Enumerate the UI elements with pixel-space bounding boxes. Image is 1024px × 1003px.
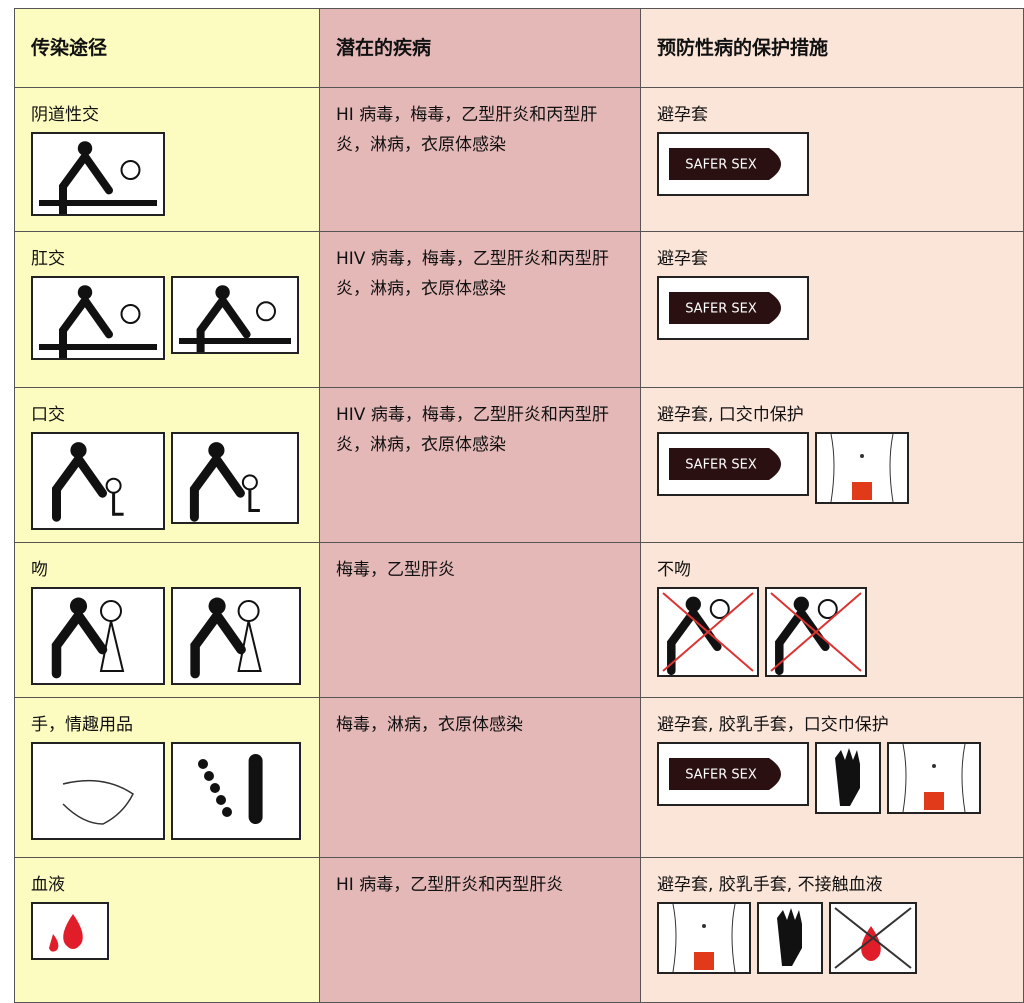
icon-group: SAFER SEX xyxy=(657,432,1007,504)
cell-text: 避孕套 xyxy=(657,249,708,269)
table: 传染途径 潜在的疾病 预防性病的保护措施 阴道性交 HI 病毒，梅毒，乙型肝炎和丙… xyxy=(14,8,1024,1003)
icon-group xyxy=(31,902,303,960)
condom-label: SAFER SEX xyxy=(685,768,757,783)
cell-text: 阴道性交 xyxy=(31,105,99,125)
condom-label: SAFER SEX xyxy=(685,302,757,317)
icon-pair xyxy=(171,276,299,354)
icon-group xyxy=(657,587,1007,677)
table-cell: 避孕套 SAFER SEX xyxy=(640,87,1024,232)
table-cell: 避孕套 SAFER SEX xyxy=(640,231,1024,388)
table-cell: 不吻 xyxy=(640,542,1024,698)
icon-glove xyxy=(815,742,881,814)
cell-text: 梅毒，淋病，衣原体感染 xyxy=(336,715,523,735)
icon-group xyxy=(31,742,303,840)
table-row: 吻 梅毒，乙型肝炎 不吻 xyxy=(14,542,1024,698)
table-row: 血液 HI 病毒，乙型肝炎和丙型肝炎 避孕套, 胶乳手套, 不接触血液 xyxy=(14,857,1024,1003)
header-cell: 潜在的疾病 xyxy=(319,8,641,88)
icon-condom: SAFER SEX xyxy=(657,742,809,806)
table-cell: 阴道性交 xyxy=(14,87,320,232)
icon-condom: SAFER SEX xyxy=(657,132,809,196)
header-row: 传染途径 潜在的疾病 预防性病的保护措施 xyxy=(14,8,1024,88)
icon-hand xyxy=(31,742,165,840)
icon-group: SAFER SEX xyxy=(657,132,1007,196)
cell-text: 梅毒，乙型肝炎 xyxy=(336,560,455,580)
icon-group xyxy=(31,132,303,216)
icon-pair xyxy=(31,132,165,216)
cell-text: HI 病毒，乙型肝炎和丙型肝炎 xyxy=(336,875,564,895)
table-cell: 避孕套, 胶乳手套, 不接触血液 xyxy=(640,857,1024,1003)
icon-group xyxy=(657,902,1007,974)
icon-blood xyxy=(31,902,109,960)
cell-text: HIV 病毒，梅毒，乙型肝炎和丙型肝炎，淋病，衣原体感染 xyxy=(336,405,609,455)
icon-dam xyxy=(815,432,909,504)
table-cell: 吻 xyxy=(14,542,320,698)
header-cell: 预防性病的保护措施 xyxy=(640,8,1024,88)
icon-bloodx xyxy=(829,902,917,974)
table-cell: 梅毒，乙型肝炎 xyxy=(319,542,641,698)
icon-dam xyxy=(887,742,981,814)
cell-text: 不吻 xyxy=(657,560,691,580)
cell-text: HI 病毒，梅毒，乙型肝炎和丙型肝炎，淋病，衣原体感染 xyxy=(336,105,598,155)
table-cell: HI 病毒，乙型肝炎和丙型肝炎 xyxy=(319,857,641,1003)
icon-pair xyxy=(31,276,165,360)
table-row: 肛交 HIV 病毒，梅毒，乙型肝炎和丙型肝炎，淋病，衣原体感染 避孕套 SAFER S… xyxy=(14,231,1024,388)
table-cell: 手，情趣用品 xyxy=(14,697,320,858)
table-cell: HIV 病毒，梅毒，乙型肝炎和丙型肝炎，淋病，衣原体感染 xyxy=(319,387,641,543)
icon-kiss xyxy=(171,587,301,685)
icon-group xyxy=(31,587,303,685)
cell-text: HIV 病毒，梅毒，乙型肝炎和丙型肝炎，淋病，衣原体感染 xyxy=(336,249,609,299)
icon-group xyxy=(31,276,303,360)
table-cell: 避孕套, 胶乳手套，口交巾保护 SAFER SEX xyxy=(640,697,1024,858)
icon-glove xyxy=(757,902,823,974)
table-body: 阴道性交 HI 病毒，梅毒，乙型肝炎和丙型肝炎，淋病，衣原体感染 避孕套 SAFER … xyxy=(14,87,1024,1003)
icon-kiss xyxy=(31,587,165,685)
icon-condom: SAFER SEX xyxy=(657,276,809,340)
table-cell: 口交 xyxy=(14,387,320,543)
cell-text: 血液 xyxy=(31,875,65,895)
header-cell: 传染途径 xyxy=(14,8,320,88)
cell-text: 避孕套, 胶乳手套，口交巾保护 xyxy=(657,715,889,735)
table-cell: 避孕套, 口交巾保护 SAFER SEX xyxy=(640,387,1024,543)
table-cell: HI 病毒，梅毒，乙型肝炎和丙型肝炎，淋病，衣原体感染 xyxy=(319,87,641,232)
table-cell: 梅毒，淋病，衣原体感染 xyxy=(319,697,641,858)
cell-text: 避孕套, 胶乳手套, 不接触血液 xyxy=(657,875,883,895)
cell-text: 避孕套, 口交巾保护 xyxy=(657,405,804,425)
cell-text: 口交 xyxy=(31,405,65,425)
table-row: 口交 HIV 病毒，梅毒，乙型肝炎和丙型肝炎，淋病，衣原体感染 避孕套, 口交巾保护… xyxy=(14,387,1024,543)
icon-condom: SAFER SEX xyxy=(657,432,809,496)
icon-stand xyxy=(31,432,165,530)
icon-kissx xyxy=(765,587,867,677)
table-cell: 肛交 xyxy=(14,231,320,388)
table-row: 阴道性交 HI 病毒，梅毒，乙型肝炎和丙型肝炎，淋病，衣原体感染 避孕套 SAFER … xyxy=(14,87,1024,232)
icon-toy xyxy=(171,742,301,840)
cell-text: 手，情趣用品 xyxy=(31,715,133,735)
icon-group: SAFER SEX xyxy=(657,742,1007,814)
cell-text: 肛交 xyxy=(31,249,65,269)
condom-label: SAFER SEX xyxy=(685,458,757,473)
icon-stand xyxy=(171,432,299,524)
icon-kissx xyxy=(657,587,759,677)
cell-text: 避孕套 xyxy=(657,105,708,125)
table-cell: HIV 病毒，梅毒，乙型肝炎和丙型肝炎，淋病，衣原体感染 xyxy=(319,231,641,388)
cell-text: 吻 xyxy=(31,560,48,580)
icon-group: SAFER SEX xyxy=(657,276,1007,340)
icon-group xyxy=(31,432,303,530)
icon-dam xyxy=(657,902,751,974)
condom-label: SAFER SEX xyxy=(685,158,757,173)
table-row: 手，情趣用品 梅毒，淋病，衣原体感染 避孕套, 胶乳手套，口交巾保护 SAFER SE… xyxy=(14,697,1024,858)
table-cell: 血液 xyxy=(14,857,320,1003)
